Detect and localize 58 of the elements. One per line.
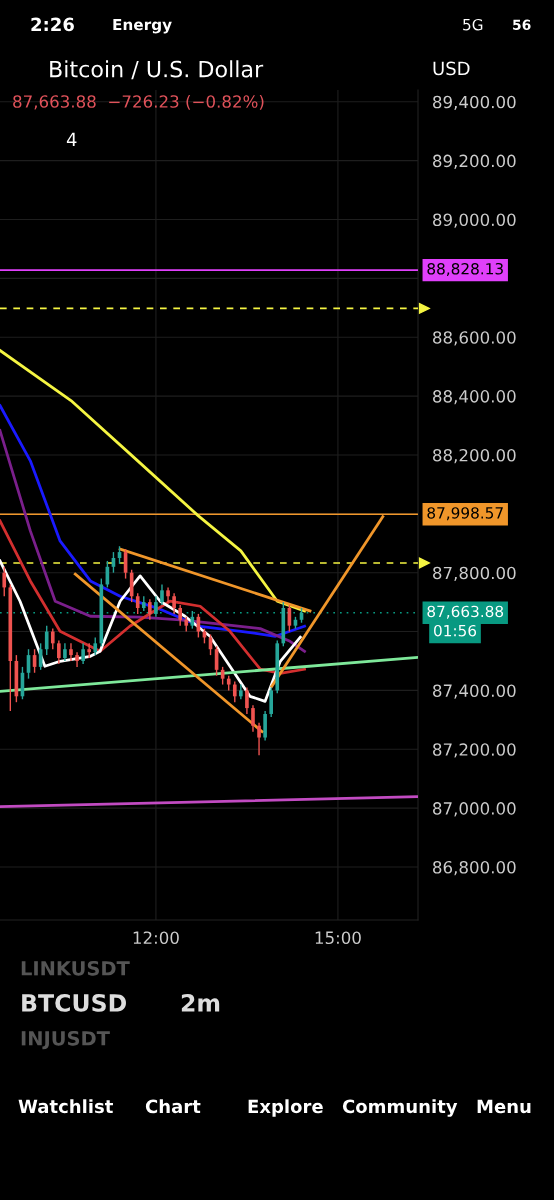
text: Community	[342, 1099, 458, 1117]
ref-line-label: 87,663.88	[427, 605, 504, 619]
text: USD	[433, 61, 470, 76]
text: 5G	[463, 18, 483, 31]
chart-subtitle: 87,663.88 −726.23 (−0.82%)	[13, 94, 264, 110]
candlestick	[69, 642, 73, 662]
text: Watchlist	[18, 1099, 113, 1114]
text: BTCUSD	[22, 993, 126, 1012]
text: Chart	[145, 1099, 201, 1114]
candlestick	[257, 722, 261, 756]
candlestick	[50, 627, 55, 650]
text: LINKUSDT	[21, 960, 130, 976]
ref-line-label: 88,828.13	[427, 262, 503, 277]
text: 01:56	[434, 624, 477, 637]
candlestick	[75, 651, 79, 668]
y-tick-label: 87,000.00	[433, 802, 516, 817]
y-tick-label: 86,800.00	[433, 860, 516, 876]
annotation: 4	[66, 132, 77, 146]
x-tick-label: 12:00	[133, 931, 179, 945]
text: Menu	[477, 1099, 531, 1114]
candlestick	[178, 604, 182, 627]
y-tick-label: 87,800.00	[433, 566, 516, 581]
text: 2:26	[31, 17, 74, 32]
candlestick	[87, 642, 91, 659]
line-series	[0, 519, 306, 675]
text: Energy	[113, 18, 172, 34]
candlestick	[57, 639, 61, 665]
y-tick-label: 88,200.00	[433, 448, 516, 464]
candlestick	[166, 586, 170, 603]
candlestick	[44, 624, 49, 656]
y-tick-label: 87,200.00	[433, 743, 516, 758]
y-tick-label: 89,000.00	[433, 213, 516, 228]
y-tick-label: 88,600.00	[433, 331, 516, 346]
candlestick	[148, 598, 152, 621]
line-series	[0, 404, 306, 638]
y-tick-label: 88,400.00	[433, 390, 516, 405]
candlestick	[251, 704, 255, 733]
candlestick	[160, 583, 164, 606]
candlestick	[81, 642, 85, 665]
candlestick	[2, 566, 7, 597]
y-tick-label: 87,400.00	[433, 684, 516, 699]
x-tick-label: 15:00	[315, 931, 361, 945]
candlestick	[135, 592, 140, 615]
candlestick	[154, 595, 158, 618]
text: INJUSDT	[21, 1030, 110, 1050]
candlestick	[172, 592, 176, 615]
candlestick	[269, 686, 273, 718]
text: 2m	[181, 993, 220, 1012]
candlestick	[263, 710, 267, 742]
text: 56	[513, 19, 531, 31]
text: Explore	[248, 1099, 323, 1117]
line-series	[0, 429, 306, 653]
y-tick-label: 89,400.00	[433, 95, 516, 111]
ref-line-label: 87,998.57	[427, 507, 503, 521]
candlestick	[232, 680, 237, 703]
chart-title: Bitcoin / U.S. Dollar	[50, 60, 264, 80]
candlestick	[245, 686, 249, 715]
y-tick-label: 89,200.00	[433, 154, 516, 169]
